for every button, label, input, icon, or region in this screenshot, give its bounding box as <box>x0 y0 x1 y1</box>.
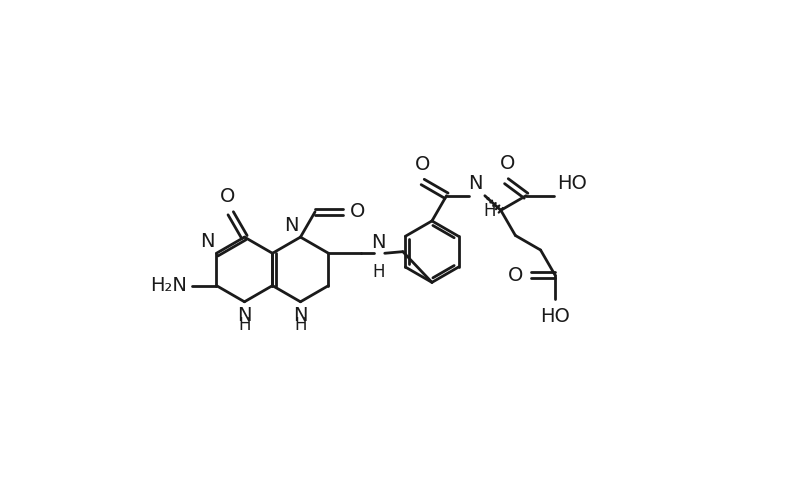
Text: HO: HO <box>540 307 570 326</box>
Text: N: N <box>201 232 215 251</box>
Text: H: H <box>483 202 496 220</box>
Text: N: N <box>468 174 483 194</box>
Text: N: N <box>238 306 252 324</box>
Text: N: N <box>294 306 308 324</box>
Text: O: O <box>508 266 523 284</box>
Text: O: O <box>220 186 235 206</box>
Text: N: N <box>284 216 298 235</box>
Text: H: H <box>372 262 385 280</box>
Text: O: O <box>415 156 430 174</box>
Text: N: N <box>371 232 386 252</box>
Text: H: H <box>294 316 306 334</box>
Text: O: O <box>500 154 516 174</box>
Text: O: O <box>350 202 366 222</box>
Text: H₂N: H₂N <box>150 276 186 295</box>
Text: H: H <box>238 316 250 334</box>
Text: HO: HO <box>558 174 587 194</box>
